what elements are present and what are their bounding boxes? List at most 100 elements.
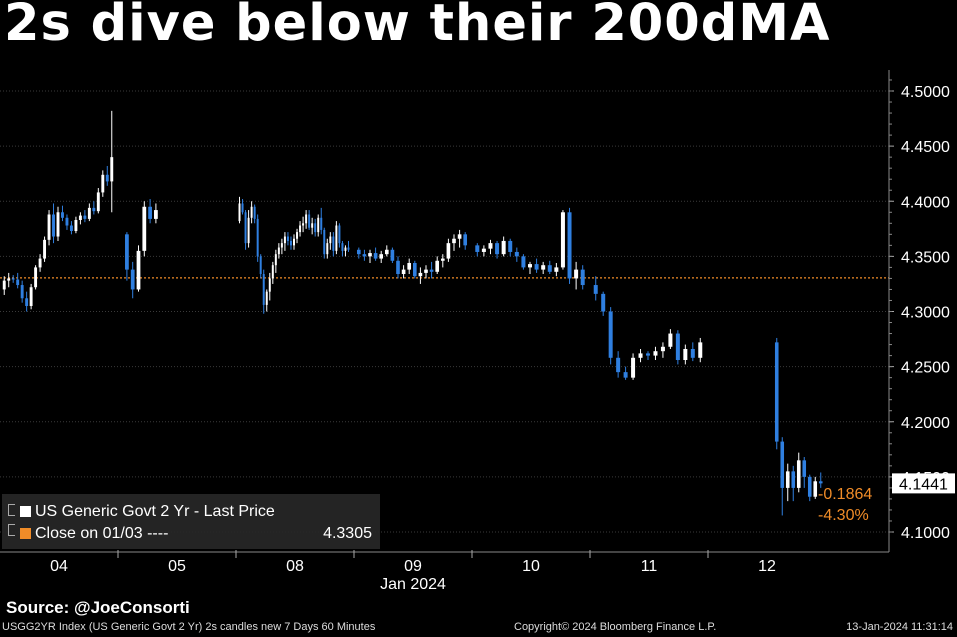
candle-body: [567, 212, 572, 279]
x-tick-label: 12: [758, 558, 776, 575]
candle-body: [293, 238, 295, 246]
candle-body: [547, 265, 552, 272]
candle-body: [813, 481, 818, 497]
candle-body: [305, 214, 308, 224]
candle-body: [344, 247, 347, 251]
legend-close-label: Close on 01/03 ----: [35, 525, 169, 542]
candle-body: [105, 174, 109, 182]
candle-body: [78, 215, 82, 220]
candle-body: [47, 214, 51, 240]
candle-body: [631, 357, 636, 378]
candle-body: [698, 342, 703, 358]
candle-body: [92, 207, 96, 212]
candle-body: [296, 232, 299, 239]
candle-body: [341, 243, 344, 251]
x-tick-label: 04: [50, 558, 68, 575]
candle-body: [384, 249, 389, 255]
candle-body: [302, 223, 305, 226]
candle-body: [347, 247, 350, 250]
candle-body: [299, 225, 302, 233]
legend: US Generic Govt 2 Yr - Last Price Close …: [2, 494, 380, 549]
candle-body: [253, 206, 256, 219]
candle-body: [11, 278, 15, 280]
candle-body: [534, 264, 539, 270]
y-tick-label: 4.1000: [901, 525, 950, 542]
x-tick-label: 08: [286, 558, 304, 575]
candle-body: [528, 264, 532, 268]
candle-body: [52, 214, 55, 237]
gridlines: [0, 90, 889, 533]
candle-body: [521, 256, 526, 268]
candle-body: [508, 240, 513, 252]
candle-body: [396, 260, 400, 275]
candle-body: [373, 253, 378, 259]
candle-body: [646, 353, 650, 356]
candle-body: [407, 262, 412, 270]
candle-body: [2, 280, 6, 290]
candle-body: [317, 217, 320, 233]
candle-body: [130, 269, 135, 290]
candle-body: [323, 229, 326, 255]
candle-body: [283, 236, 286, 244]
candle-body: [320, 217, 323, 230]
candle-body: [683, 348, 688, 361]
change-percent: -4.30%: [818, 507, 869, 524]
chart-title: 2s dive below their 200dMA: [4, 0, 831, 53]
candle-body: [623, 372, 628, 378]
candle-body: [34, 267, 38, 288]
candle-body: [96, 192, 100, 212]
candle-body: [774, 342, 779, 442]
candle-body: [277, 247, 280, 255]
candle-body: [638, 353, 643, 358]
x-tick-label: 05: [168, 558, 186, 575]
candle-body: [653, 351, 658, 356]
candle-body: [250, 206, 253, 218]
y-tick-label: 4.3000: [901, 305, 950, 322]
last-price-value: 4.1441: [899, 476, 948, 493]
y-tick-label: 4.2000: [901, 415, 950, 432]
candle-body: [154, 210, 158, 219]
candle-body: [56, 212, 60, 237]
candle-body: [280, 243, 283, 248]
legend-bracket-icon: [8, 504, 15, 516]
change-absolute: -0.1864: [818, 486, 872, 503]
candle-body: [329, 236, 332, 244]
x-tick-label: 10: [522, 558, 540, 575]
candle-body: [274, 254, 277, 266]
candle-body: [20, 285, 24, 299]
candle-body: [418, 272, 423, 277]
candle-body: [110, 157, 114, 182]
candle-body: [332, 236, 335, 251]
candle-body: [259, 256, 262, 275]
candle-body: [481, 248, 486, 252]
candle-body: [25, 298, 29, 306]
candle-body: [616, 357, 621, 373]
candle-body: [785, 471, 790, 488]
candle-body: [390, 249, 395, 261]
candle-body: [69, 225, 73, 232]
candle-body: [286, 236, 289, 241]
candle-body: [457, 234, 462, 239]
source-credit: Source: @JoeConsorti: [6, 598, 190, 617]
candle-body: [401, 269, 406, 275]
candle-body: [660, 346, 665, 352]
candle-body: [289, 240, 292, 246]
candle-body: [429, 269, 434, 272]
x-axis-sublabel: Jan 2024: [380, 576, 446, 593]
candle-body: [593, 285, 598, 294]
y-tick-label: 4.5000: [901, 84, 950, 101]
last-price-label: 4.1441 -0.1864 -4.30%: [818, 473, 955, 524]
candle-body: [101, 174, 105, 193]
legend-bracket-icon: [8, 524, 15, 536]
candle-body: [495, 243, 500, 255]
candle-body: [554, 267, 559, 272]
footer-timestamp: 13-Jan-2024 11:31:14: [846, 621, 953, 633]
candle-body: [601, 293, 606, 312]
y-tick-label: 4.4000: [901, 194, 950, 211]
candle-body: [136, 250, 141, 290]
candle-body: [807, 476, 812, 497]
candle-body: [560, 212, 565, 268]
candle-body: [43, 239, 47, 259]
candle-body: [802, 460, 807, 477]
candle-body: [501, 240, 506, 255]
